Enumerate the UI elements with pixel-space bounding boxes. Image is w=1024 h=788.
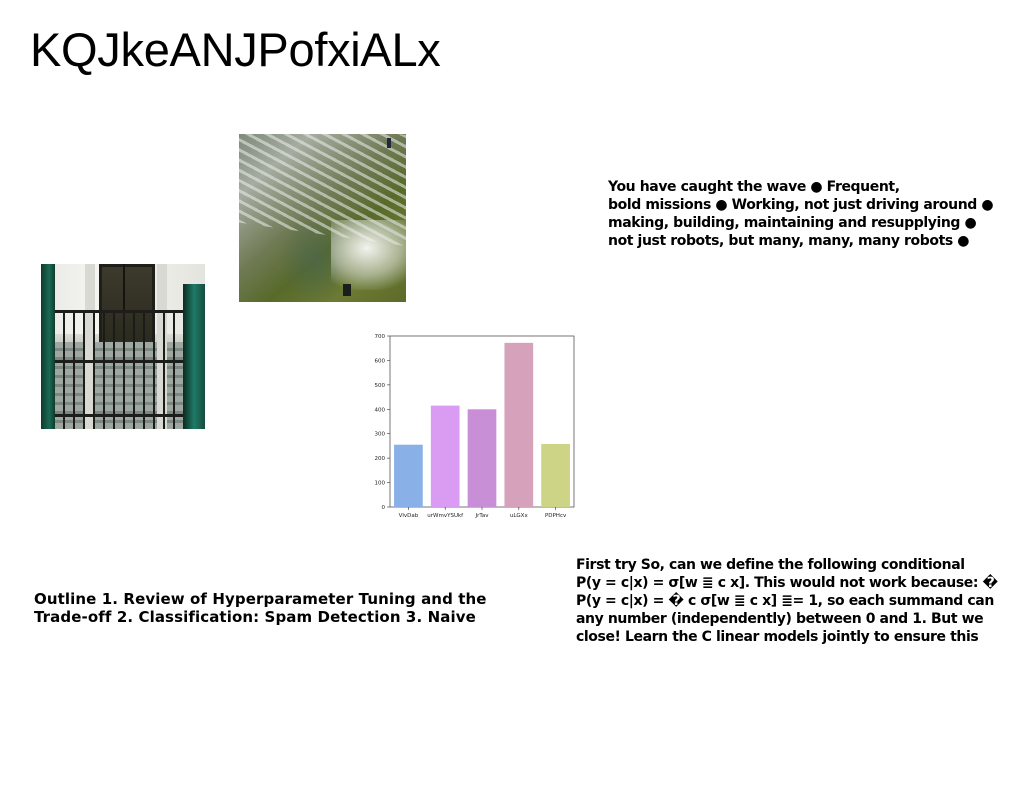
x-tick-label: JrTav xyxy=(475,513,490,519)
y-tick-label: 300 xyxy=(375,432,386,438)
x-tick-label: PDPHcv xyxy=(545,513,567,519)
x-tick-label: uLGXx xyxy=(510,513,529,519)
text-line: bold missions ● Working, not just drivin… xyxy=(608,196,1024,214)
gate-photo xyxy=(41,264,205,429)
y-tick-label: 200 xyxy=(375,456,386,462)
bullet-text-top-right: You have caught the wave ● Frequent, bol… xyxy=(608,178,1024,250)
y-tick-label: 100 xyxy=(375,481,386,487)
x-tick-label: VlvDab xyxy=(399,513,419,519)
slide-title: KQJkeANJPofxiALx xyxy=(30,22,441,78)
y-tick-label: 400 xyxy=(375,407,386,413)
text-line: P(y = c|x) = σ[w ≣ c x]. This would not … xyxy=(576,574,1024,592)
y-tick-label: 0 xyxy=(382,505,386,511)
text-line: You have caught the wave ● Frequent, xyxy=(608,178,1024,196)
text-line: Outline 1. Review of Hyperparameter Tuni… xyxy=(34,590,534,608)
y-tick-label: 500 xyxy=(375,383,386,389)
text-line: making, building, maintaining and resupp… xyxy=(608,214,1024,232)
bar xyxy=(468,409,497,507)
bar-chart: 0 100 200 300 400 500 600 700 VlvDab urWmvYSUkf Jr… xyxy=(362,330,578,520)
outline-text: Outline 1. Review of Hyperparameter Tuni… xyxy=(34,590,534,626)
text-line: not just robots, but many, many, many ro… xyxy=(608,232,1024,250)
text-line: P(y = c|x) = � c σ[w ≣ c x] ≣= 1, so eac… xyxy=(576,592,1024,610)
bar xyxy=(431,406,460,507)
bar xyxy=(394,445,423,507)
y-tick-label: 600 xyxy=(375,358,386,364)
text-line: close! Learn the C linear models jointly… xyxy=(576,628,1024,646)
text-line: any number (independently) between 0 and… xyxy=(576,610,1024,628)
x-tick-label: urWmvYSUkf xyxy=(427,513,464,519)
conditional-text: First try So, can we define the followin… xyxy=(576,556,1024,646)
bar xyxy=(541,444,570,507)
bar xyxy=(504,343,533,507)
text-line: Trade-off 2. Classification: Spam Detect… xyxy=(34,608,534,626)
y-tick-label: 700 xyxy=(375,334,386,340)
text-line: First try So, can we define the followin… xyxy=(576,556,1024,574)
aerial-wave-photo xyxy=(239,134,406,302)
